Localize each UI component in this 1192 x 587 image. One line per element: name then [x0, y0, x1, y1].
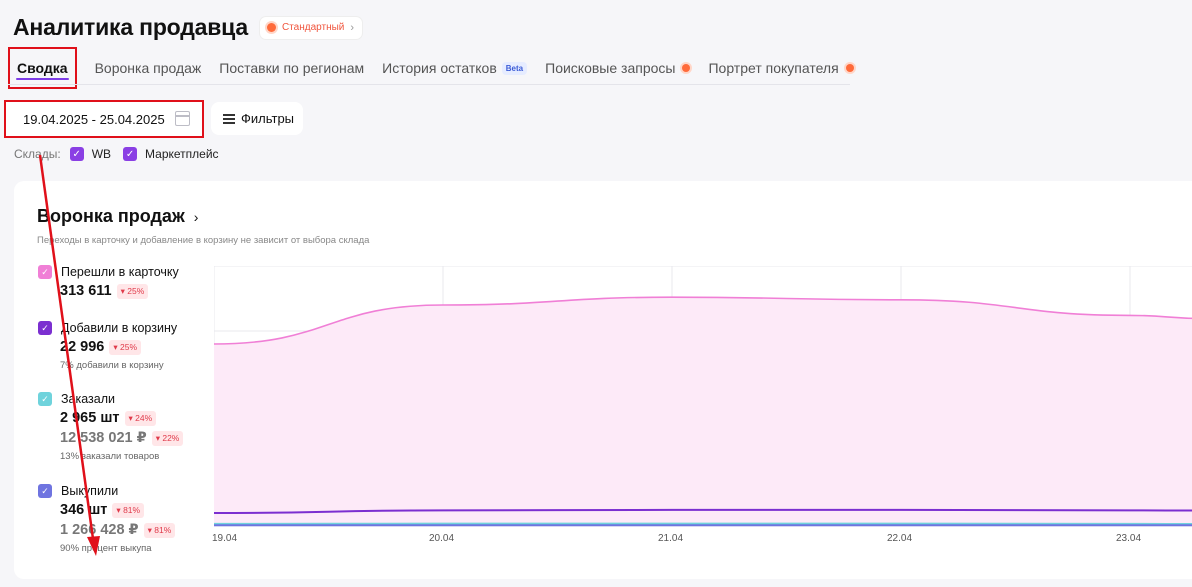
tab-buyer-portrait[interactable]: Портрет покупателя — [708, 50, 854, 86]
series-line — [214, 296, 1192, 345]
x-tick-label: 19.04 — [212, 533, 238, 544]
plan-badge[interactable]: Стандартный › — [259, 16, 363, 39]
tab-summary[interactable]: Сводка — [8, 47, 77, 89]
tab-bar: Сводка Воронка продаж Поставки по регион… — [8, 47, 872, 89]
chevron-right-icon: › — [193, 208, 199, 225]
x-tick-label: 21.04 — [658, 533, 684, 544]
checkbox-checked-icon[interactable]: ✓ — [38, 265, 52, 279]
metric-buyouts: ✓ Выкупили 346 шт ▾ 81% 1 266 428 ₽ ▾ 81% 9… — [38, 484, 176, 554]
metric-orders: ✓ Заказали 2 965 шт ▾ 24% 12 538 021 ₽ ▾ 22… — [38, 392, 184, 462]
metric-card-views: ✓ Перешли в карточку 313 611 ▾ 25% — [38, 265, 179, 299]
change-badge: ▾ 81% — [143, 522, 176, 538]
filter-sliders-icon — [223, 113, 235, 124]
x-tick-label: 20.04 — [429, 533, 455, 544]
warehouse-wb-checkbox[interactable]: ✓ WB — [69, 147, 111, 161]
checkbox-checked-icon[interactable]: ✓ — [38, 321, 52, 335]
metric-note: 7% добавили в корзину — [60, 360, 164, 371]
new-dot-icon — [682, 64, 691, 72]
metric-add-to-cart: ✓ Добавили в корзину 22 996 ▾ 25% 7% добав… — [38, 321, 177, 371]
change-badge: ▾ 25% — [109, 339, 142, 355]
warehouse-label: Склады: — [14, 147, 61, 161]
date-range-picker[interactable]: 19.04.2025 - 25.04.2025 — [4, 100, 204, 138]
calendar-icon[interactable] — [175, 111, 190, 126]
metric-value: 346 шт — [60, 502, 108, 518]
change-badge: ▾ 81% — [112, 502, 145, 518]
metric-note: 90% процент выкупа — [60, 543, 152, 554]
x-tick-label: 23.04 — [1116, 533, 1142, 544]
checkbox-checked-icon[interactable]: ✓ — [38, 392, 52, 406]
checkbox-checked-icon[interactable]: ✓ — [69, 147, 84, 161]
sales-funnel-card: Воронка продаж › Переходы в карточку и д… — [14, 181, 1192, 579]
filters-button[interactable]: Фильтры — [211, 102, 303, 135]
beta-badge: Beta — [501, 61, 528, 75]
status-dot-icon — [266, 23, 276, 32]
series-area — [214, 297, 1192, 526]
tab-sales-funnel[interactable]: Воронка продаж — [94, 60, 202, 76]
chevron-right-icon: › — [350, 21, 355, 34]
page-header: Аналитика продавца Стандартный › — [13, 14, 363, 41]
metric-value: 2 965 шт — [60, 410, 120, 426]
metric-note: 13% заказали товаров — [60, 451, 160, 462]
plan-badge-label: Стандартный — [281, 22, 345, 33]
funnel-chart[interactable] — [214, 266, 1192, 546]
tab-search-queries[interactable]: Поисковые запросы — [545, 50, 691, 86]
tab-stock-history[interactable]: История остатков Beta — [382, 50, 528, 86]
change-badge: ▾ 22% — [151, 430, 184, 446]
change-badge: ▾ 24% — [124, 410, 157, 426]
checkbox-checked-icon[interactable]: ✓ — [38, 484, 52, 498]
page-title: Аналитика продавца — [13, 14, 248, 40]
metric-value: 22 996 — [60, 339, 105, 355]
metric-value-rub: 1 266 428 ₽ — [60, 522, 139, 538]
card-subtitle: Переходы в карточку и добавление в корзи… — [37, 235, 370, 246]
filters-label: Фильтры — [241, 111, 295, 126]
tab-regional-supplies[interactable]: Поставки по регионам — [219, 60, 365, 76]
new-dot-icon — [845, 64, 854, 72]
tabs-divider — [8, 84, 850, 85]
metric-value-rub: 12 538 021 ₽ — [60, 430, 147, 446]
date-range-value: 19.04.2025 - 25.04.2025 — [23, 111, 165, 127]
metric-value: 313 611 — [60, 283, 112, 299]
warehouse-marketplace-checkbox[interactable]: ✓ Маркетплейс — [123, 147, 219, 161]
warehouse-filter: Склады: ✓ WB ✓ Маркетплейс — [14, 147, 231, 161]
x-tick-label: 22.04 — [887, 533, 913, 544]
card-title[interactable]: Воронка продаж › — [37, 206, 199, 226]
series-line — [214, 508, 1192, 514]
change-badge: ▾ 25% — [116, 283, 149, 299]
checkbox-checked-icon[interactable]: ✓ — [123, 147, 138, 161]
